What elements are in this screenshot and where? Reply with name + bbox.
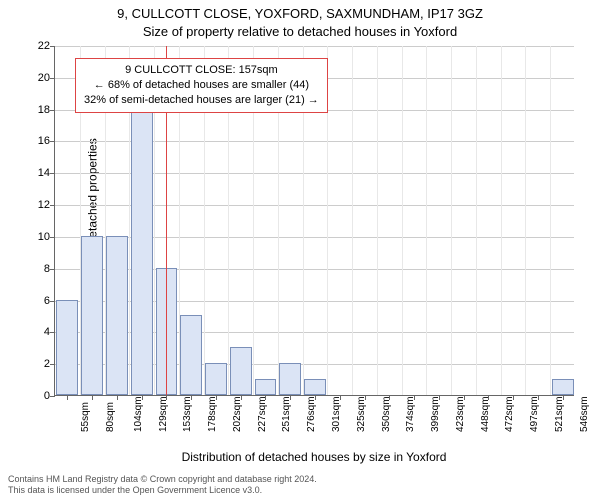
x-tick-mark xyxy=(166,395,167,400)
chart-title-line2: Size of property relative to detached ho… xyxy=(0,24,600,39)
bar xyxy=(180,315,202,395)
y-tick-label: 6 xyxy=(20,295,50,307)
grid-line-v xyxy=(377,46,378,395)
y-tick-mark xyxy=(50,364,55,365)
y-tick-mark xyxy=(50,173,55,174)
x-tick-label: 448sqm xyxy=(479,396,490,432)
x-tick-mark xyxy=(563,395,564,400)
bar xyxy=(81,236,103,395)
grid-line-v xyxy=(476,46,477,395)
y-tick-mark xyxy=(50,237,55,238)
grid-line-h xyxy=(55,46,574,47)
chart-container: 9, CULLCOTT CLOSE, YOXFORD, SAXMUNDHAM, … xyxy=(0,0,600,500)
grid-line-v xyxy=(501,46,502,395)
x-tick-label: 80sqm xyxy=(105,402,116,432)
footer-line2: This data is licensed under the Open Gov… xyxy=(8,485,317,496)
bar xyxy=(230,347,252,395)
y-tick-label: 0 xyxy=(20,390,50,402)
x-tick-mark xyxy=(92,395,93,400)
x-tick-mark xyxy=(389,395,390,400)
chart-title-line1: 9, CULLCOTT CLOSE, YOXFORD, SAXMUNDHAM, … xyxy=(0,6,600,21)
x-tick-label: 325sqm xyxy=(356,396,367,432)
grid-line-v xyxy=(426,46,427,395)
y-tick-label: 22 xyxy=(20,40,50,52)
y-tick-mark xyxy=(50,269,55,270)
x-tick-mark xyxy=(265,395,266,400)
y-tick-mark xyxy=(50,141,55,142)
y-tick-mark xyxy=(50,301,55,302)
footer-line1: Contains HM Land Registry data © Crown c… xyxy=(8,474,317,485)
x-tick-mark xyxy=(538,395,539,400)
y-tick-mark xyxy=(50,110,55,111)
annotation-line2: ← 68% of detached houses are smaller (44… xyxy=(84,78,319,93)
x-tick-label: 301sqm xyxy=(331,396,342,432)
annotation-box: 9 CULLCOTT CLOSE: 157sqm← 68% of detache… xyxy=(75,58,328,113)
bar xyxy=(131,109,153,395)
bar xyxy=(255,379,277,395)
x-tick-label: 251sqm xyxy=(281,396,292,432)
annotation-line1: 9 CULLCOTT CLOSE: 157sqm xyxy=(84,63,319,78)
x-tick-label: 178sqm xyxy=(207,396,218,432)
y-tick-label: 14 xyxy=(20,167,50,179)
y-tick-label: 20 xyxy=(20,72,50,84)
bar xyxy=(56,300,78,395)
grid-line-v xyxy=(550,46,551,395)
annotation-line3: 32% of semi-detached houses are larger (… xyxy=(84,93,319,108)
x-tick-mark xyxy=(414,395,415,400)
x-tick-mark xyxy=(142,395,143,400)
bar xyxy=(279,363,301,395)
x-tick-mark xyxy=(290,395,291,400)
x-tick-label: 350sqm xyxy=(380,396,391,432)
y-tick-label: 12 xyxy=(20,199,50,211)
bar xyxy=(106,236,128,395)
grid-line-v xyxy=(402,46,403,395)
y-tick-label: 2 xyxy=(20,358,50,370)
x-tick-label: 521sqm xyxy=(554,396,565,432)
x-axis-label: Distribution of detached houses by size … xyxy=(54,450,574,464)
x-tick-mark xyxy=(191,395,192,400)
x-tick-label: 399sqm xyxy=(430,396,441,432)
y-tick-label: 18 xyxy=(20,104,50,116)
y-tick-label: 16 xyxy=(20,135,50,147)
grid-line-v xyxy=(352,46,353,395)
x-tick-label: 423sqm xyxy=(455,396,466,432)
x-tick-mark xyxy=(464,395,465,400)
x-tick-mark xyxy=(117,395,118,400)
y-tick-mark xyxy=(50,46,55,47)
y-tick-mark xyxy=(50,205,55,206)
x-tick-mark xyxy=(365,395,366,400)
y-tick-label: 8 xyxy=(20,263,50,275)
y-tick-mark xyxy=(50,78,55,79)
y-tick-mark xyxy=(50,396,55,397)
x-tick-label: 472sqm xyxy=(504,396,515,432)
x-tick-label: 227sqm xyxy=(256,396,267,432)
x-tick-label: 276sqm xyxy=(306,396,317,432)
y-tick-mark xyxy=(50,332,55,333)
bar xyxy=(304,379,326,395)
x-tick-label: 129sqm xyxy=(157,396,168,432)
grid-line-v xyxy=(451,46,452,395)
x-tick-mark xyxy=(340,395,341,400)
x-tick-mark xyxy=(241,395,242,400)
x-tick-label: 55sqm xyxy=(80,402,91,432)
x-tick-mark xyxy=(216,395,217,400)
grid-line-v xyxy=(525,46,526,395)
x-tick-mark xyxy=(488,395,489,400)
y-tick-label: 10 xyxy=(20,231,50,243)
footer-attribution: Contains HM Land Registry data © Crown c… xyxy=(8,474,317,496)
plot-area: 55sqm80sqm104sqm129sqm153sqm178sqm202sqm… xyxy=(54,46,574,396)
x-tick-label: 104sqm xyxy=(133,396,144,432)
x-tick-label: 374sqm xyxy=(405,396,416,432)
x-tick-mark xyxy=(315,395,316,400)
x-tick-label: 153sqm xyxy=(182,396,193,432)
x-tick-label: 202sqm xyxy=(232,396,243,432)
bar xyxy=(205,363,227,395)
x-tick-mark xyxy=(439,395,440,400)
x-tick-mark xyxy=(67,395,68,400)
y-tick-label: 4 xyxy=(20,326,50,338)
bar xyxy=(552,379,574,395)
x-tick-label: 546sqm xyxy=(578,396,589,432)
x-tick-label: 497sqm xyxy=(529,396,540,432)
x-tick-mark xyxy=(513,395,514,400)
